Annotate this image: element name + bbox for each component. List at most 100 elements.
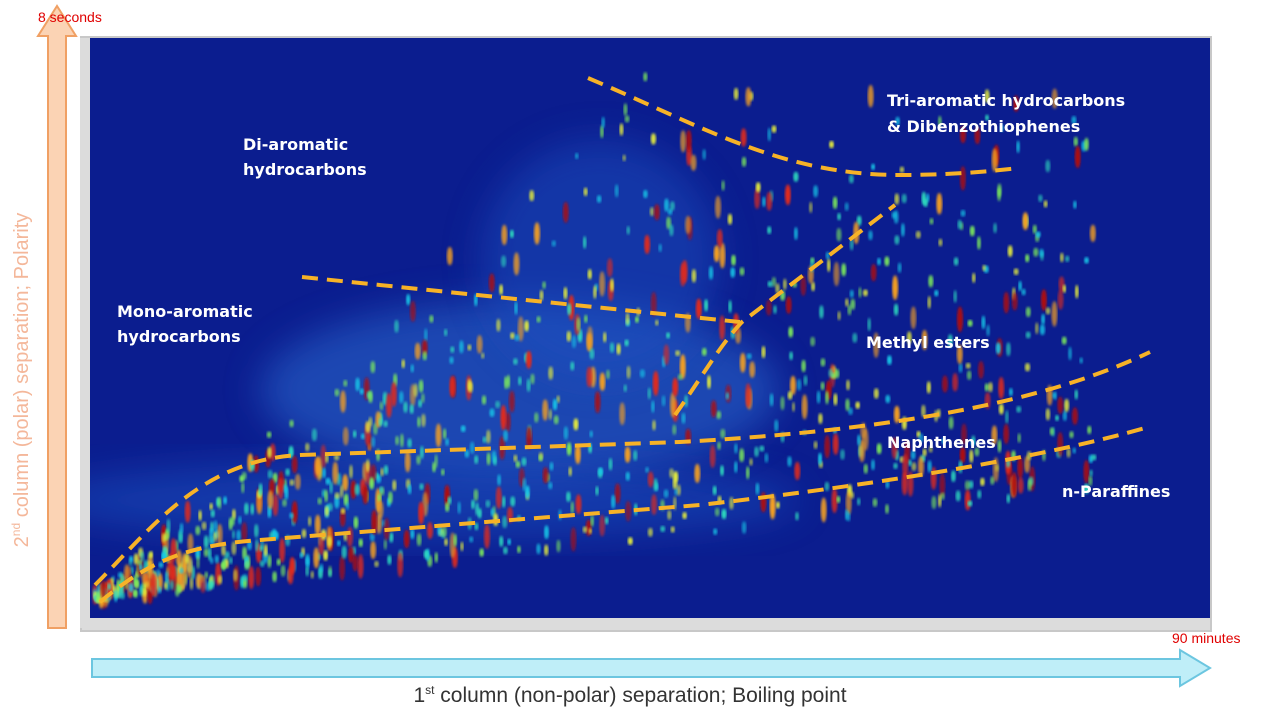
- spot: [1075, 285, 1078, 299]
- x-title-number: 1: [413, 684, 425, 707]
- spot: [429, 315, 433, 323]
- spot: [313, 547, 319, 568]
- spot: [884, 256, 889, 266]
- spot: [518, 376, 522, 385]
- spot: [232, 530, 235, 539]
- spot: [459, 340, 464, 353]
- spot: [827, 259, 830, 272]
- spot: [672, 378, 678, 397]
- spot: [826, 252, 830, 260]
- spot: [572, 335, 576, 348]
- spot: [366, 459, 370, 472]
- spot: [954, 257, 959, 265]
- spot: [255, 567, 261, 587]
- spot: [135, 579, 139, 588]
- spot: [928, 296, 932, 309]
- spot: [772, 277, 777, 287]
- spot: [598, 467, 603, 475]
- spot: [238, 516, 241, 524]
- spot: [1058, 290, 1064, 310]
- spot: [742, 157, 747, 167]
- spot: [989, 382, 993, 392]
- spot: [419, 380, 424, 393]
- spot: [930, 218, 934, 225]
- spot: [564, 426, 568, 440]
- spot: [394, 320, 399, 333]
- spot: [658, 244, 662, 252]
- spot: [587, 326, 593, 351]
- spot: [549, 409, 552, 420]
- spot: [841, 263, 846, 276]
- spot: [605, 517, 609, 525]
- spot: [666, 332, 670, 338]
- spot: [529, 190, 534, 201]
- spot: [894, 304, 898, 316]
- spot: [324, 490, 328, 502]
- spot: [1064, 399, 1069, 412]
- spot: [873, 498, 878, 507]
- spot: [205, 572, 209, 579]
- spot: [615, 184, 619, 197]
- spot: [209, 503, 212, 510]
- spot: [728, 214, 732, 225]
- spot: [794, 462, 800, 480]
- spot: [244, 503, 249, 515]
- spot: [606, 370, 610, 380]
- spot: [667, 510, 671, 520]
- x-title-rest: column (non-polar) separation; Boiling p…: [434, 684, 846, 707]
- spot: [894, 235, 899, 245]
- spot: [849, 174, 854, 183]
- spot: [290, 479, 295, 486]
- spot: [340, 484, 343, 498]
- spot: [584, 315, 587, 323]
- spot: [845, 298, 848, 307]
- spot: [834, 262, 840, 287]
- spot: [766, 192, 772, 211]
- spot: [814, 441, 818, 449]
- spot: [747, 353, 752, 359]
- spot: [768, 128, 772, 142]
- region-label: Mono-aromatic: [117, 302, 253, 321]
- spot: [707, 375, 711, 389]
- spot: [526, 351, 532, 369]
- spot: [167, 519, 171, 533]
- spot: [114, 590, 119, 599]
- spot: [343, 427, 349, 446]
- spot: [615, 483, 621, 504]
- spot: [1051, 301, 1057, 327]
- spot: [713, 486, 717, 496]
- spot: [837, 311, 840, 320]
- spot: [792, 402, 795, 412]
- spot: [825, 391, 828, 405]
- spot: [729, 300, 732, 313]
- spot: [501, 225, 507, 246]
- spot: [1073, 448, 1076, 454]
- spot: [673, 479, 677, 489]
- spot: [609, 458, 613, 471]
- spot: [901, 223, 905, 237]
- spot: [1054, 391, 1057, 400]
- spot: [479, 548, 484, 557]
- spot: [651, 400, 654, 412]
- spot: [305, 443, 310, 452]
- spot: [863, 289, 868, 296]
- spot: [595, 486, 598, 496]
- spot: [159, 562, 164, 568]
- spot: [408, 484, 412, 494]
- spot: [118, 572, 123, 578]
- spot: [278, 478, 284, 500]
- spot: [285, 468, 289, 476]
- spot: [864, 464, 868, 474]
- spot: [139, 585, 142, 596]
- spot: [931, 467, 937, 490]
- spot: [951, 470, 956, 482]
- spot: [756, 182, 761, 192]
- spot: [599, 515, 605, 537]
- spot: [871, 459, 875, 470]
- spot: [312, 428, 317, 441]
- spot: [1006, 342, 1011, 356]
- spot: [129, 556, 133, 562]
- spot: [868, 85, 874, 108]
- spot: [610, 342, 614, 353]
- spot: [340, 390, 346, 413]
